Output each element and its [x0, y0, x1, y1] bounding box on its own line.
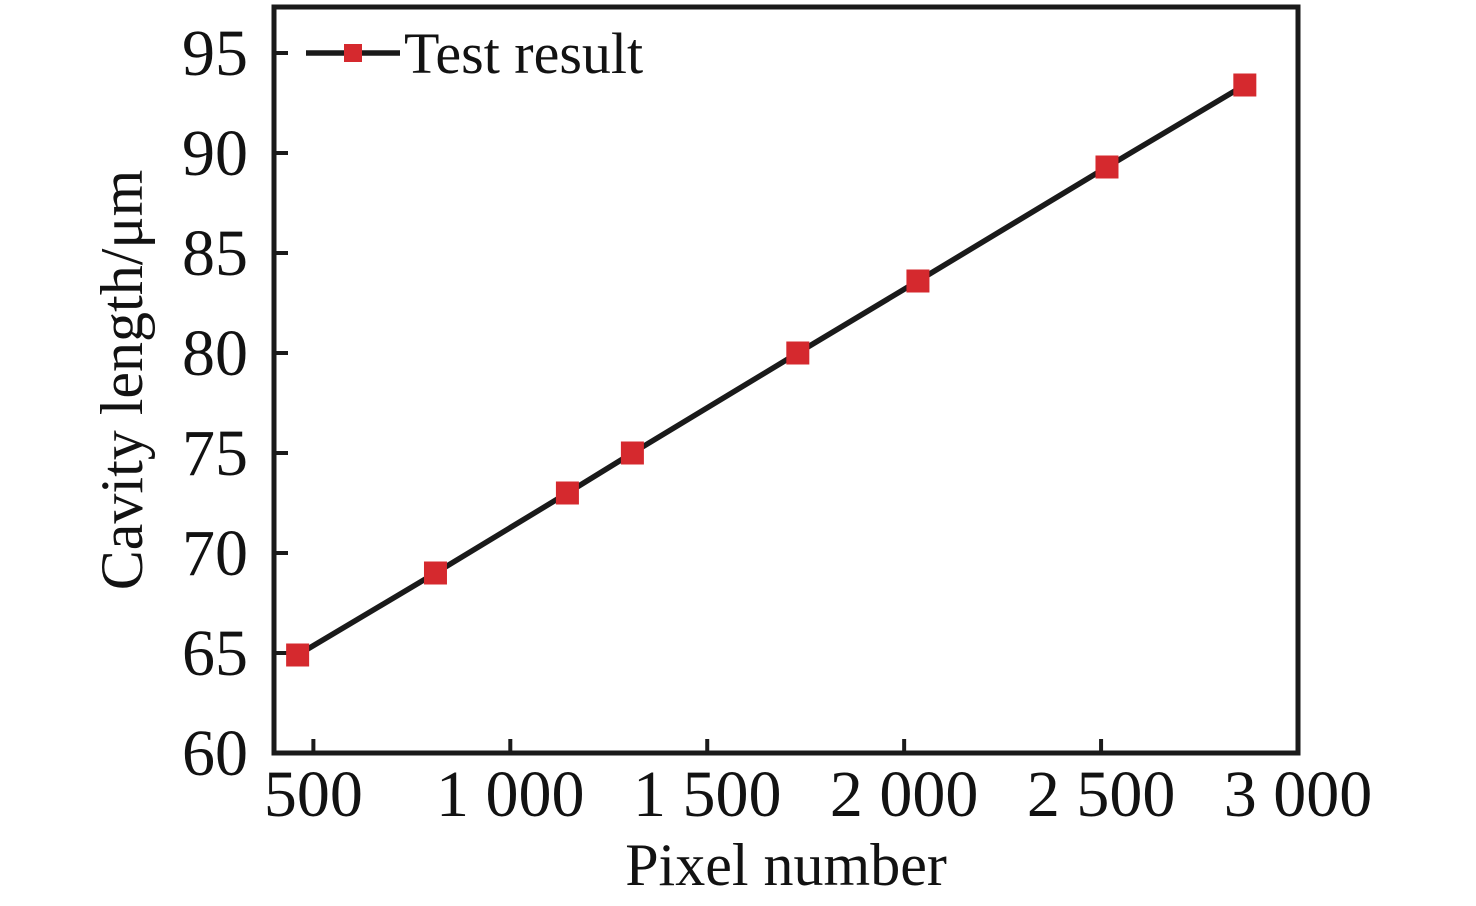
x-tick-label: 1 500	[633, 758, 782, 831]
data-point-marker	[423, 561, 447, 585]
y-tick-label: 70	[182, 517, 248, 590]
x-axis-title: Pixel number	[625, 832, 947, 898]
x-tick-label: 3 000	[1224, 758, 1373, 831]
legend-marker-sample	[344, 44, 362, 62]
y-tick-label: 75	[182, 417, 248, 490]
y-tick-label: 90	[182, 117, 248, 190]
x-tick-label: 500	[264, 758, 363, 831]
x-tick-label: 2 500	[1027, 758, 1176, 831]
legend: Test result	[306, 21, 643, 86]
y-tick-label: 60	[182, 717, 248, 790]
x-tick-label: 1 000	[436, 758, 585, 831]
x-tick-label: 2 000	[830, 758, 979, 831]
y-axis-title: Cavity length/μm	[89, 170, 155, 590]
legend-label: Test result	[404, 21, 643, 86]
y-tick-label: 65	[182, 617, 248, 690]
series-line	[296, 82, 1247, 658]
data-point-marker	[786, 341, 810, 365]
plot-frame	[271, 4, 1301, 756]
y-tick-label: 80	[182, 317, 248, 390]
data-point-marker	[1233, 73, 1257, 97]
y-tick-label: 95	[182, 17, 248, 90]
data-point-marker	[620, 441, 644, 465]
data-point-marker	[555, 481, 579, 505]
y-tick-label: 85	[182, 217, 248, 290]
data-point-marker	[906, 269, 930, 293]
data-point-marker	[286, 643, 310, 667]
data-point-marker	[1095, 155, 1119, 179]
plot-area: 500 1 000 1 500 2 000 2 500 3 000 60 65 70 75 80 85…	[182, 4, 1373, 831]
